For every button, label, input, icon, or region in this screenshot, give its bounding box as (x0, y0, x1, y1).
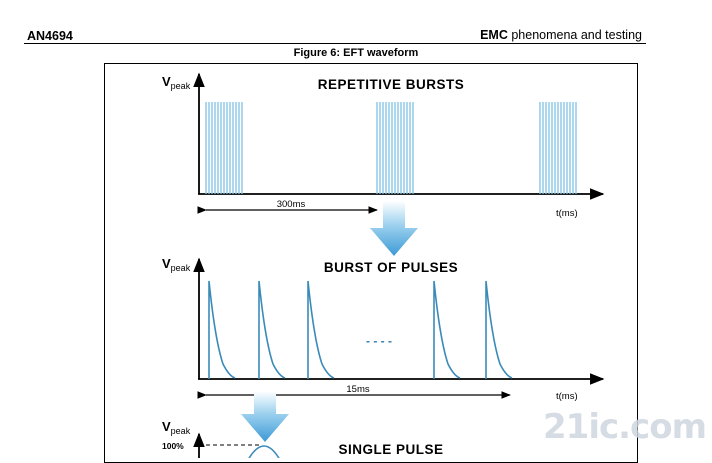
pulse-waveform (258, 280, 286, 379)
panel3-y-label: Vpeak (162, 419, 191, 436)
panel-repetitive-bursts: REPETITIVE BURSTS Vpeak 300ms t(ms) (162, 72, 605, 219)
panel2-interval-label: 15ms (346, 384, 369, 395)
panel3-y-label-main: V (162, 419, 171, 434)
header-rule (24, 43, 646, 44)
panel2-y-label-main: V (162, 256, 171, 271)
pulse-waveform (208, 280, 236, 379)
panel2-y-label: Vpeak (162, 256, 191, 273)
panel-single-pulse: SINGLE PULSE Vpeak 100% (162, 419, 443, 458)
panel3-title: SINGLE PULSE (338, 442, 443, 457)
panel1-y-label-main: V (162, 74, 171, 89)
section-title: EMC phenomena and testing (480, 28, 642, 42)
burst-group-2 (376, 102, 414, 194)
pulse-group (208, 280, 513, 379)
section-title-bold: EMC (480, 28, 508, 42)
panel2-y-label-sub: peak (171, 263, 191, 273)
panel1-y-label-sub: peak (171, 81, 191, 91)
panel2-x-label: t(ms) (556, 391, 578, 402)
document-id: AN4694 (27, 29, 73, 43)
panel3-pulse-curve (248, 445, 280, 458)
burst-group-3 (539, 102, 577, 194)
panel1-y-label: Vpeak (162, 74, 191, 91)
pulse-waveform (485, 280, 513, 379)
transition-arrow-2 (241, 391, 289, 442)
panel1-title: REPETITIVE BURSTS (318, 77, 465, 92)
panel2-title: BURST OF PULSES (324, 260, 458, 275)
figure-caption: Figure 6: EFT waveform (293, 47, 419, 59)
pulse-waveform (433, 280, 461, 379)
panel1-interval-label: 300ms (277, 199, 306, 210)
transition-arrow-1 (370, 201, 418, 256)
panel-burst-of-pulses: BURST OF PULSES Vpeak - - - - 15ms t(ms) (162, 256, 605, 402)
panel2-ellipsis: - - - - (366, 334, 392, 348)
pulse-waveform (307, 280, 335, 379)
panel1-x-label: t(ms) (556, 208, 578, 219)
burst-group-1 (205, 102, 243, 194)
watermark-logo: 21ic.com (543, 407, 707, 447)
panel3-level-label: 100% (162, 441, 184, 451)
section-title-rest: phenomena and testing (507, 28, 642, 42)
panel3-y-label-sub: peak (171, 426, 191, 436)
